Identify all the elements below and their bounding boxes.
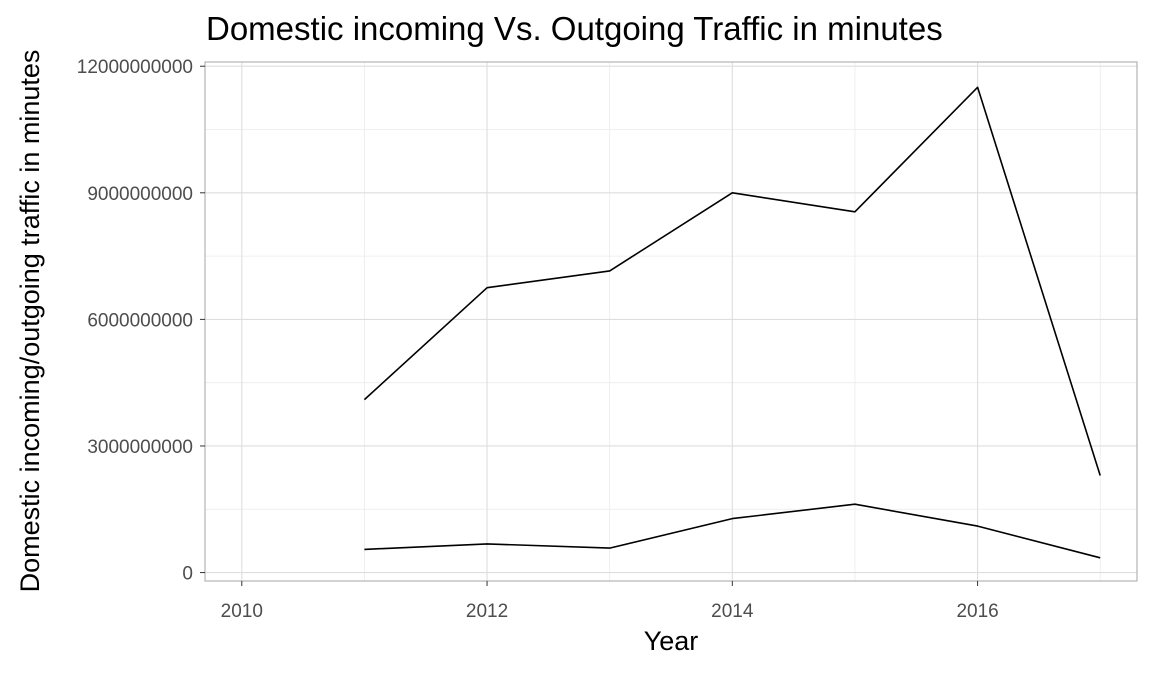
y-tick-label: 6000000000 xyxy=(87,310,193,331)
chart-title: Domestic incoming Vs. Outgoing Traffic i… xyxy=(206,10,943,47)
x-tick-label: 2016 xyxy=(956,601,998,622)
y-tick-label: 12000000000 xyxy=(77,57,193,78)
y-tick-label: 0 xyxy=(182,564,193,585)
tick-layer: 2010 2012 2014 2016 0 3000000000 6000000000 900… xyxy=(77,57,999,622)
x-tick-label: 2012 xyxy=(466,601,508,622)
y-axis-label: Domestic incoming/outgoing traffic in mi… xyxy=(15,50,45,593)
y-tick-label: 3000000000 xyxy=(87,437,193,458)
x-tick-label: 2010 xyxy=(221,601,263,622)
series-layer xyxy=(363,86,1101,559)
series-line-1 xyxy=(363,86,1101,476)
x-axis-label: Year xyxy=(644,626,699,656)
grid-layer xyxy=(205,62,1137,581)
y-tick-label: 9000000000 xyxy=(87,184,193,205)
x-tick-label: 2014 xyxy=(711,601,754,622)
series-line-2 xyxy=(364,503,1101,559)
plot-border xyxy=(204,61,1138,582)
